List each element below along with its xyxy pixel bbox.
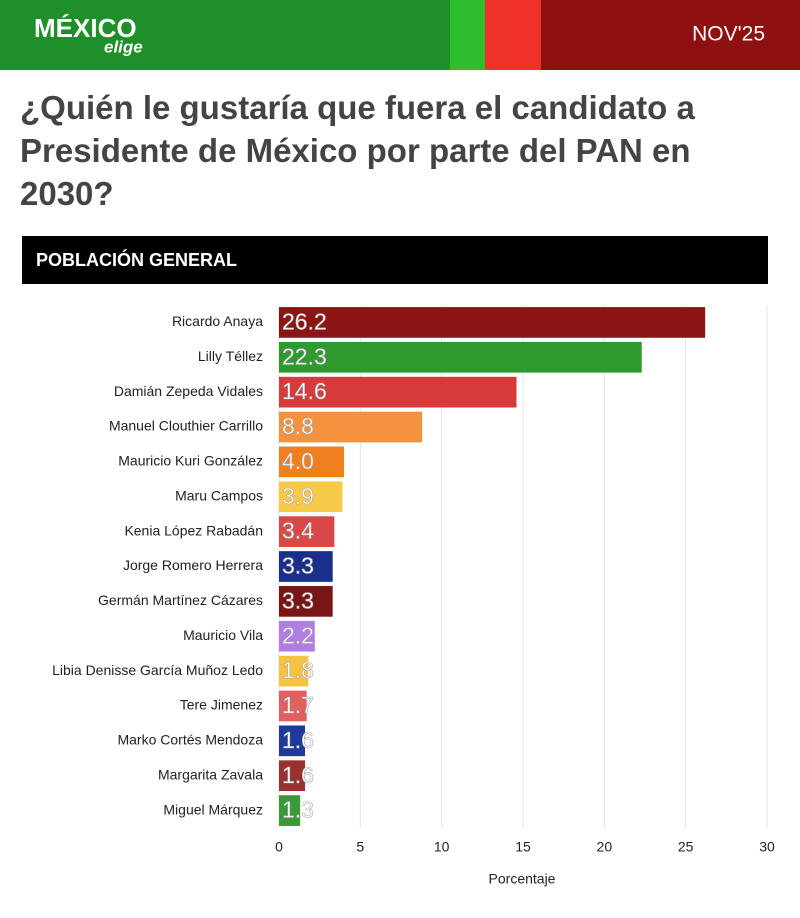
y-tick-label: Germán Martínez Cázares [98, 592, 263, 608]
header-band [450, 0, 485, 70]
value-label: 14.6 [282, 378, 327, 404]
value-label: 3.4 [282, 518, 314, 544]
x-tick-label: 20 [597, 839, 613, 855]
subtitle-band [22, 236, 768, 284]
y-tick-label: Kenia López Rabadán [124, 522, 263, 538]
y-tick-label: Mauricio Kuri González [118, 453, 263, 469]
y-tick-label: Damián Zepeda Vidales [114, 383, 263, 399]
y-tick-label: Jorge Romero Herrera [123, 557, 263, 573]
value-label: 22.3 [282, 343, 327, 369]
logo-sub: elige [104, 37, 143, 56]
bar [279, 725, 306, 757]
bar [279, 481, 343, 513]
value-label: 1.8 [282, 657, 314, 683]
x-tick-label: 15 [515, 839, 531, 855]
value-label: 1.6 [282, 727, 314, 753]
bar [279, 690, 307, 722]
bar [279, 446, 345, 478]
y-tick-label: Mauricio Vila [183, 627, 263, 643]
logo: MÉXICO [34, 13, 137, 43]
value-label: 1.7 [282, 692, 314, 718]
x-tick-label: 30 [759, 839, 775, 855]
bar [279, 620, 315, 652]
value-label: 1.3 [282, 797, 314, 823]
bar [279, 307, 706, 338]
bar [279, 376, 517, 408]
title-box: ¿Quién le gustaría que fuera el candidat… [20, 89, 695, 212]
value-label: 8.8 [282, 413, 314, 439]
bar [279, 760, 306, 792]
value-label: 26.2 [282, 309, 327, 335]
header-band [485, 0, 541, 70]
y-tick-label: Miguel Márquez [163, 801, 263, 817]
y-tick-label: Manuel Clouthier Carrillo [109, 418, 263, 434]
value-label: 1.6 [282, 762, 314, 788]
value-label: 3.9 [282, 483, 314, 509]
chart-title: ¿Quién le gustaría que fuera el candidat… [20, 89, 695, 212]
x-axis-label: Porcentaje [489, 871, 556, 887]
x-tick-label: 25 [678, 839, 694, 855]
value-label: 4.0 [282, 448, 314, 474]
x-tick-label: 5 [356, 839, 364, 855]
bar [279, 341, 642, 373]
bar [279, 795, 301, 826]
value-label: 3.3 [282, 587, 314, 613]
bar [279, 586, 333, 617]
x-tick-label: 10 [434, 839, 450, 855]
date: NOV'25 [692, 23, 765, 46]
y-tick-label: Lilly Téllez [198, 348, 263, 364]
bar [279, 551, 333, 582]
y-tick-label: Margarita Zavala [158, 766, 263, 782]
y-tick-label: Maru Campos [175, 487, 263, 503]
value-label: 3.3 [282, 553, 314, 579]
subtitle: POBLACIÓN GENERAL [36, 249, 237, 270]
value-label: 2.2 [282, 622, 314, 648]
y-tick-label: Libia Denisse García Muñoz Ledo [52, 662, 263, 678]
x-tick-label: 0 [275, 839, 283, 855]
y-tick-label: Ricardo Anaya [172, 313, 263, 329]
y-tick-label: Marko Cortés Mendoza [117, 732, 263, 748]
bar [279, 411, 423, 443]
bar [279, 516, 335, 547]
header-band [0, 0, 450, 70]
header-band [541, 0, 800, 70]
y-tick-label: Tere Jimenez [180, 697, 263, 713]
bar [279, 655, 309, 687]
